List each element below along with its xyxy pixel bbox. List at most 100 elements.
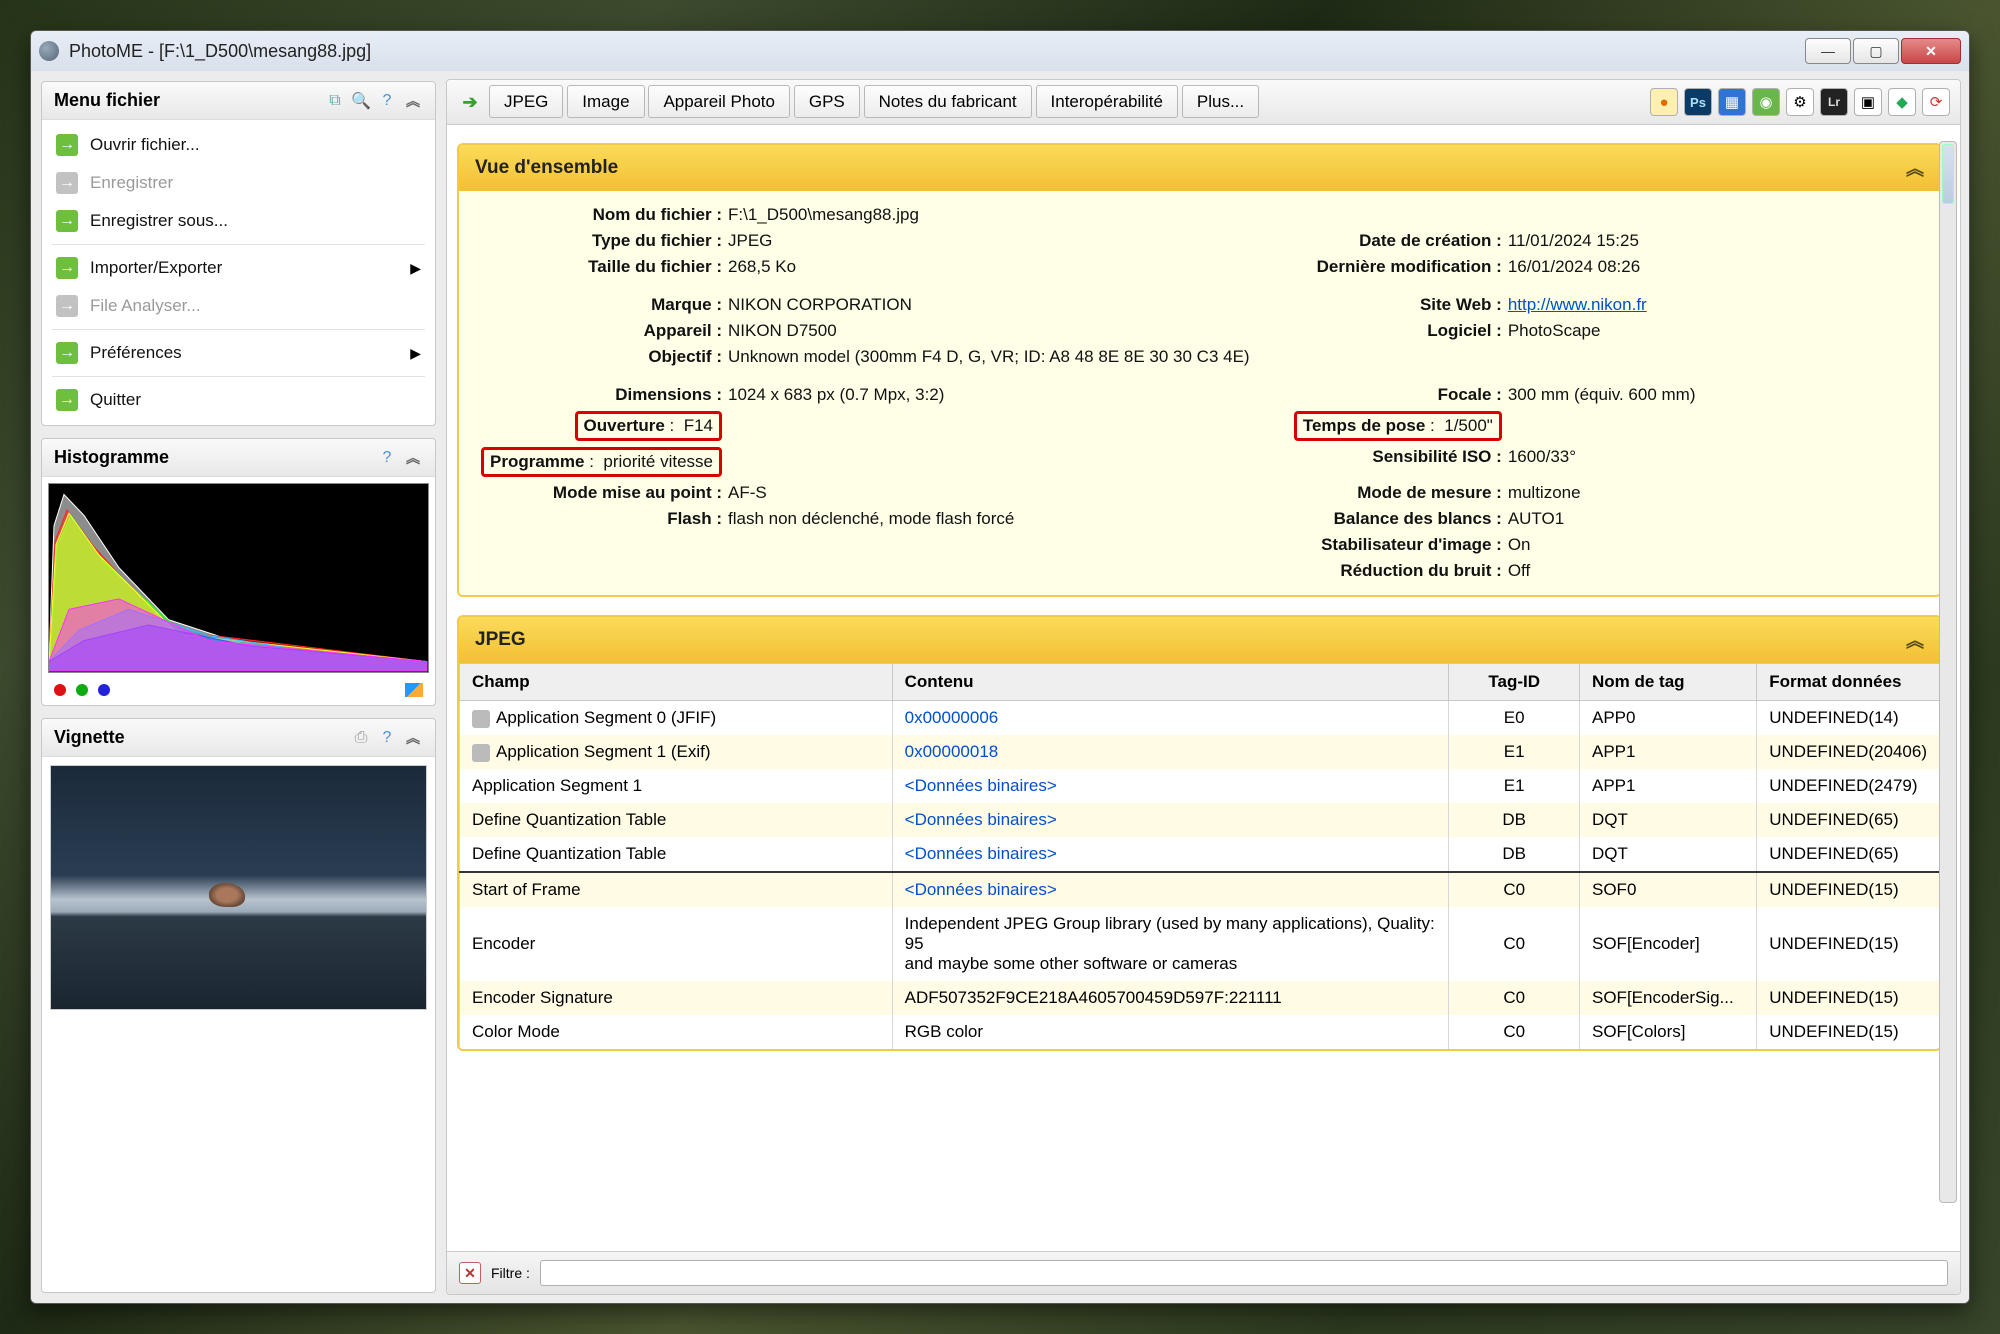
thumbnail-title: Vignette (54, 727, 351, 748)
diamond-icon[interactable]: ◆ (1888, 88, 1916, 116)
copy-icon[interactable]: ⧉ (325, 91, 345, 111)
help-icon[interactable]: ? (377, 91, 397, 111)
red-channel-icon[interactable] (54, 684, 66, 696)
jpeg-header[interactable]: JPEG ︽ (459, 617, 1940, 663)
thumbnail-image (50, 765, 427, 1010)
submenu-arrow-icon: ▶ (410, 345, 421, 362)
nav-forward-icon[interactable]: ➔ (457, 89, 483, 115)
tab-button[interactable]: Appareil Photo (648, 85, 790, 118)
tab-button[interactable]: GPS (794, 85, 860, 118)
dimensions-label: Dimensions (477, 385, 722, 405)
menu-item-label: Enregistrer sous... (90, 211, 228, 231)
menu-item[interactable]: →Enregistrer sous... (42, 202, 435, 240)
close-button[interactable]: ✕ (1901, 38, 1961, 64)
help-icon[interactable]: ? (377, 728, 397, 748)
window-buttons: — ▢ ✕ (1805, 38, 1961, 64)
table-row[interactable]: Color ModeRGB colorC0SOF[Colors]UNDEFINE… (460, 1015, 1940, 1049)
exposure-label: Temps de pose : 1/500" (1247, 411, 1502, 441)
table-cell: Color Mode (460, 1015, 893, 1049)
histogram-canvas (48, 483, 429, 673)
titlebar[interactable]: PhotoME - [F:\1_D500\mesang88.jpg] — ▢ ✕ (31, 31, 1969, 71)
table-cell: C0 (1449, 872, 1580, 907)
tab-button[interactable]: Interopérabilité (1036, 85, 1178, 118)
photoshop-icon[interactable]: Ps (1684, 88, 1712, 116)
file-type-label: Type du fichier (477, 231, 722, 251)
col-contenu[interactable]: Contenu (892, 664, 1449, 701)
histogram-header[interactable]: Histogramme ? ︽ (42, 439, 435, 477)
export-thumb-icon[interactable]: ⎙ (351, 728, 371, 748)
clear-filter-button[interactable]: ✕ (459, 1262, 481, 1284)
lens-value: Unknown model (300mm F4 D, G, VR; ID: A8… (728, 347, 1922, 367)
table-row[interactable]: Application Segment 0 (JFIF)0x00000006E0… (460, 701, 1940, 736)
firefox-icon[interactable]: ● (1650, 88, 1678, 116)
main-scroll[interactable]: Vue d'ensemble ︽ Nom du fichier F:\1_D50… (447, 125, 1960, 1251)
table-row[interactable]: Encoder SignatureADF507352F9CE218A460570… (460, 981, 1940, 1015)
bridge-icon[interactable]: ▦ (1718, 88, 1746, 116)
overview-header[interactable]: Vue d'ensemble ︽ (459, 145, 1940, 191)
gears-icon[interactable]: ⚙ (1786, 88, 1814, 116)
col-format[interactable]: Format données (1757, 664, 1940, 701)
table-row[interactable]: Start of Frame<Données binaires>C0SOF0UN… (460, 872, 1940, 907)
green-channel-icon[interactable] (76, 684, 88, 696)
table-cell: E0 (1449, 701, 1580, 736)
collapse-icon[interactable]: ︽ (403, 91, 423, 111)
maximize-button[interactable]: ▢ (1853, 38, 1899, 64)
stab-value: On (1508, 535, 1922, 555)
table-cell: Define Quantization Table (460, 803, 893, 837)
menu-item[interactable]: →Ouvrir fichier... (42, 126, 435, 164)
jpeg-section: JPEG ︽ Champ Contenu Tag-ID Nom de tag F… (457, 615, 1942, 1051)
app-icon (39, 41, 59, 61)
tab-button[interactable]: Notes du fabricant (864, 85, 1032, 118)
table-cell: Encoder (460, 907, 893, 981)
menu-item-label: Quitter (90, 390, 141, 410)
menu-item[interactable]: →Quitter (42, 381, 435, 419)
scrollbar[interactable] (1939, 141, 1957, 1203)
blue-channel-icon[interactable] (98, 684, 110, 696)
overview-body: Nom du fichier F:\1_D500\mesang88.jpg Ty… (459, 191, 1940, 595)
collapse-icon[interactable]: ︽ (1906, 155, 1924, 181)
filter-input[interactable] (540, 1260, 1948, 1286)
table-row[interactable]: Define Quantization Table<Données binair… (460, 837, 1940, 872)
scrollbar-thumb[interactable] (1942, 144, 1954, 204)
wb-value: AUTO1 (1508, 509, 1922, 529)
menu-item[interactable]: →Importer/Exporter▶ (42, 249, 435, 287)
histogram-mode-icon[interactable] (405, 683, 423, 697)
table-row[interactable]: Application Segment 1<Données binaires>E… (460, 769, 1940, 803)
collapse-icon[interactable]: ︽ (1906, 627, 1924, 653)
tab-button[interactable]: Image (567, 85, 644, 118)
table-row[interactable]: Application Segment 1 (Exif)0x00000018E1… (460, 735, 1940, 769)
collapse-icon[interactable]: ︽ (403, 728, 423, 748)
iso-label: Sensibilité ISO (1247, 447, 1502, 477)
histogram-panel: Histogramme ? ︽ (41, 438, 436, 706)
table-row[interactable]: Define Quantization Table<Données binair… (460, 803, 1940, 837)
earth-icon[interactable]: ◉ (1752, 88, 1780, 116)
menu-item: →File Analyser... (42, 287, 435, 325)
col-champ[interactable]: Champ (460, 664, 893, 701)
menu-item[interactable]: →Préférences▶ (42, 334, 435, 372)
collapse-icon[interactable]: ︽ (403, 448, 423, 468)
flash-value: flash non déclenché, mode flash forcé (728, 509, 1241, 529)
table-cell: SOF[EncoderSig... (1580, 981, 1757, 1015)
website-value[interactable]: http://www.nikon.fr (1508, 295, 1922, 315)
thumbnail-header[interactable]: Vignette ⎙ ? ︽ (42, 719, 435, 757)
thumbnail-panel: Vignette ⎙ ? ︽ (41, 718, 436, 1293)
col-tagname[interactable]: Nom de tag (1580, 664, 1757, 701)
lightroom-icon[interactable]: Lr (1820, 88, 1848, 116)
tab-button[interactable]: JPEG (489, 85, 563, 118)
refresh-icon[interactable]: ⟳ (1922, 88, 1950, 116)
window-icon[interactable]: ▣ (1854, 88, 1882, 116)
tab-button[interactable]: Plus... (1182, 85, 1259, 118)
table-cell: Encoder Signature (460, 981, 893, 1015)
file-menu-list: →Ouvrir fichier...→Enregistrer→Enregistr… (42, 120, 435, 425)
wb-label: Balance des blancs (1247, 509, 1502, 529)
magnifier-icon[interactable]: 🔍 (351, 91, 371, 111)
minimize-button[interactable]: — (1805, 38, 1851, 64)
col-tagid[interactable]: Tag-ID (1449, 664, 1580, 701)
help-icon[interactable]: ? (377, 448, 397, 468)
file-name-label: Nom du fichier (477, 205, 722, 225)
file-menu-header[interactable]: Menu fichier ⧉ 🔍 ? ︽ (42, 82, 435, 120)
jpeg-table-head: Champ Contenu Tag-ID Nom de tag Format d… (460, 664, 1940, 701)
menu-item-label: Importer/Exporter (90, 258, 222, 278)
table-row[interactable]: EncoderIndependent JPEG Group library (u… (460, 907, 1940, 981)
table-cell: DB (1449, 837, 1580, 872)
